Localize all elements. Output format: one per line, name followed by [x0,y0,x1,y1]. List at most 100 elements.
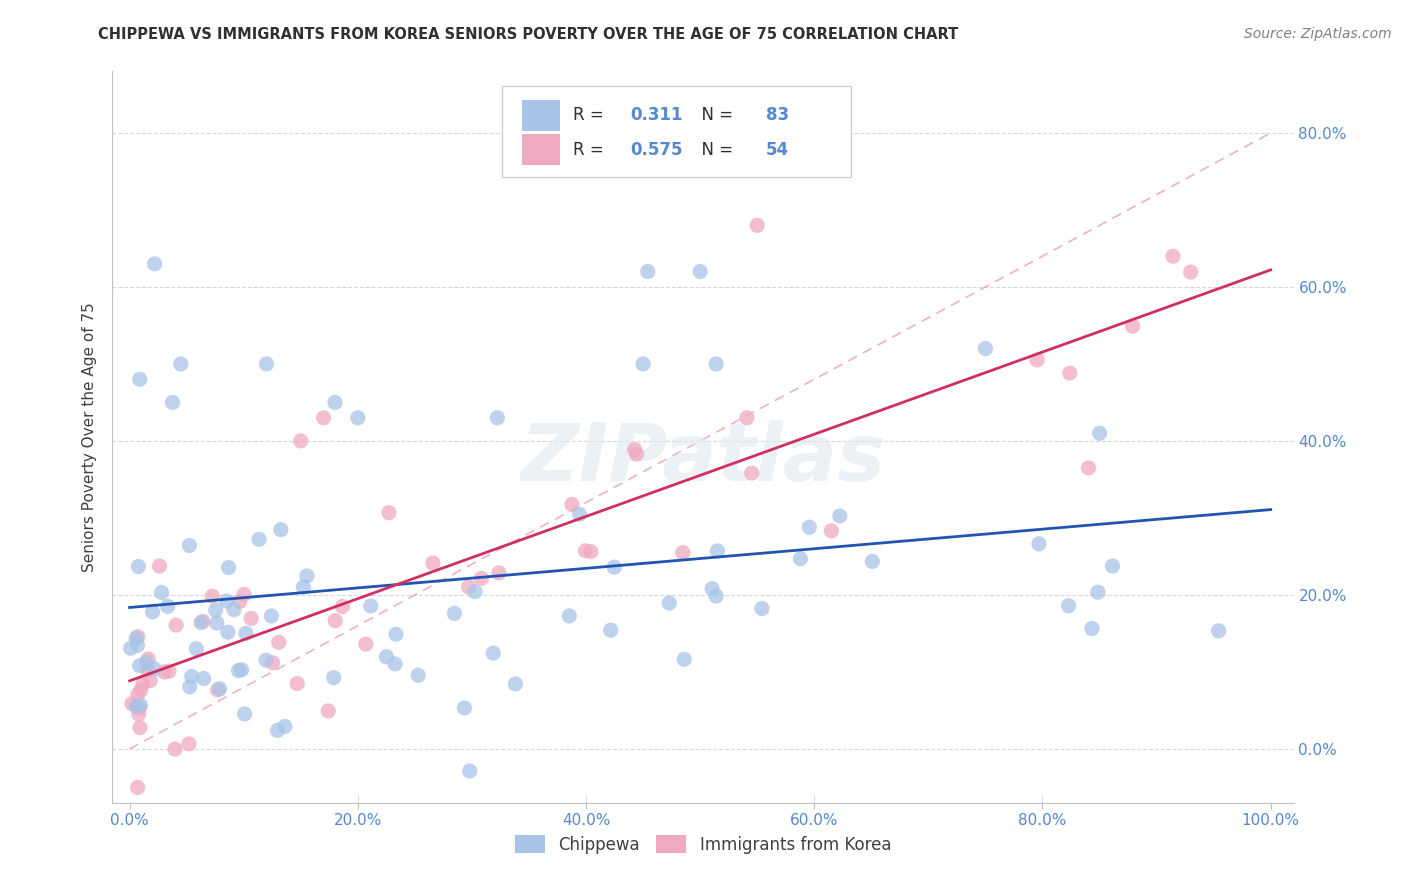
Point [623,442,645,457]
Point [125,632,148,646]
Text: R =: R = [574,106,609,124]
Point [672,545,695,559]
Point [637,264,659,278]
Point [233,706,256,721]
FancyBboxPatch shape [502,86,851,178]
Point [190,615,212,630]
Point [127,630,149,644]
Point [482,646,505,660]
Point [378,506,401,520]
Point [1208,624,1230,638]
Point [974,342,997,356]
Point [828,508,851,523]
Point [193,672,215,686]
Point [704,357,727,371]
Point [204,603,226,617]
Point [1059,366,1081,380]
Point [285,676,308,690]
Point [1087,585,1109,599]
Point [1122,319,1144,334]
Point [127,638,149,652]
Point [228,664,250,678]
Point [125,699,148,714]
Point [128,658,150,673]
Point [129,698,152,712]
Point [247,533,270,547]
Text: Source: ZipAtlas.com: Source: ZipAtlas.com [1244,27,1392,41]
Point [1101,559,1123,574]
Point [860,554,883,568]
Point [150,585,173,599]
Point [163,742,186,756]
Point [292,580,315,594]
Point [599,623,621,637]
Point [135,655,157,669]
Point [129,721,152,735]
Point [1057,599,1080,613]
Point [457,580,479,594]
Text: R =: R = [574,141,609,159]
Point [295,569,318,583]
Point [626,447,648,461]
Point [384,657,406,671]
FancyBboxPatch shape [522,100,560,130]
Point [127,559,149,574]
Point [205,615,228,630]
Point [323,395,346,409]
Point [215,594,238,608]
Point [470,571,492,585]
Point [312,410,335,425]
Text: 0.311: 0.311 [630,106,682,124]
Point [561,497,583,511]
Point [128,701,150,715]
Point [254,653,277,667]
Point [191,615,214,629]
Point [218,560,240,574]
Point [1026,352,1049,367]
Point [346,410,368,425]
Point [689,264,711,278]
Point [180,669,202,683]
Point [266,723,288,738]
Point [658,596,681,610]
Point [316,704,339,718]
Text: CHIPPEWA VS IMMIGRANTS FROM KOREA SENIORS POVERTY OVER THE AGE OF 75 CORRELATION: CHIPPEWA VS IMMIGRANTS FROM KOREA SENIOR… [98,27,959,42]
Point [673,652,696,666]
Point [136,663,159,677]
Point [170,357,193,371]
Point [141,605,163,619]
Text: N =: N = [692,106,738,124]
Point [179,538,201,552]
Text: N =: N = [692,141,738,159]
Text: 83: 83 [766,106,789,124]
Point [453,701,475,715]
Point [129,683,152,698]
Point [1077,461,1099,475]
Point [385,627,408,641]
Point [217,625,239,640]
Point [270,523,292,537]
Point [820,524,842,538]
Point [1028,537,1050,551]
Point [486,410,509,425]
Point [139,673,162,688]
Y-axis label: Seniors Poverty Over the Age of 75: Seniors Poverty Over the Age of 75 [82,302,97,572]
Point [222,603,245,617]
Point [464,584,486,599]
Point [375,649,398,664]
Point [574,543,596,558]
Point [127,688,149,702]
Point [179,680,201,694]
Point [207,682,229,697]
Point [488,566,510,580]
Point [290,434,312,448]
Point [157,665,180,679]
Point [229,594,252,608]
Point [735,410,758,425]
Text: 0.575: 0.575 [630,141,682,159]
Point [128,707,150,722]
Point [603,560,626,574]
Point [143,662,166,676]
Point [201,589,224,603]
Point [274,719,297,733]
